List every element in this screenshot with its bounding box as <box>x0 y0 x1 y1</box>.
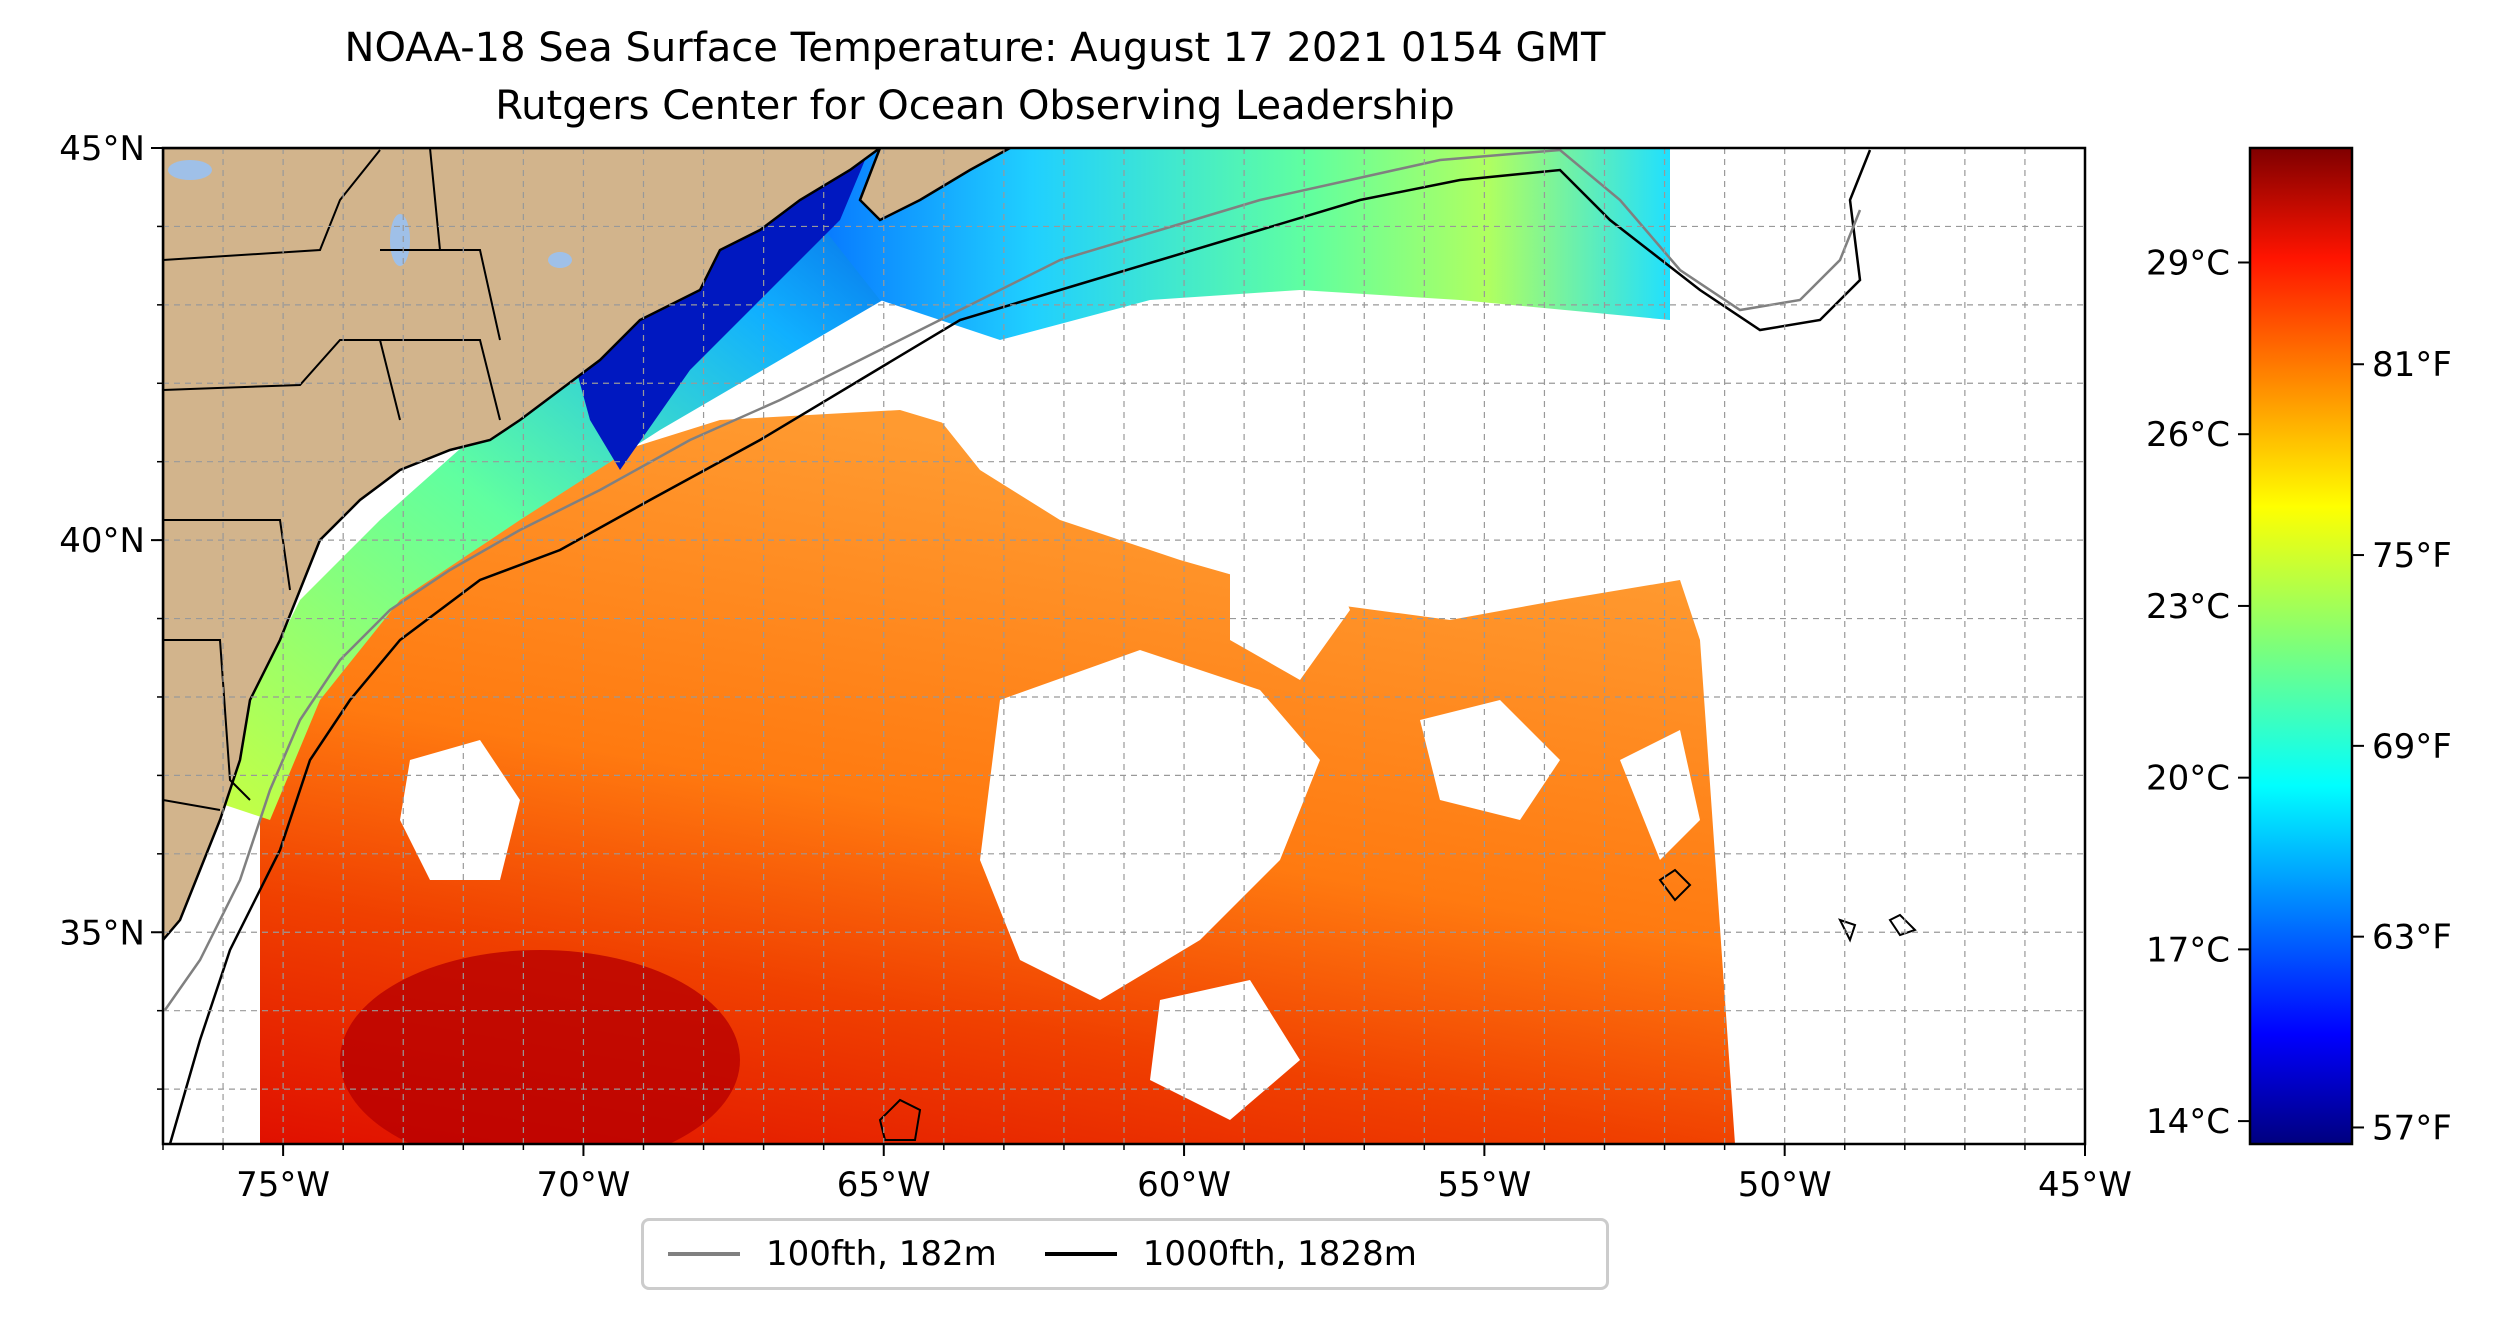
cloud-mask <box>980 650 1320 1000</box>
sst-hot-core <box>340 950 740 1144</box>
cloud-mask <box>1180 360 1460 480</box>
state-borders <box>163 148 501 811</box>
colorbar <box>2248 146 2354 1146</box>
chart-subtitle: Rutgers Center for Ocean Observing Leade… <box>495 83 1455 129</box>
legend-label-100fth: 100fth, 182m <box>766 1234 997 1274</box>
colorbar-fahrenheit-label: 81°F <box>2372 345 2452 385</box>
sst-gulf-of-maine-cold <box>560 148 870 470</box>
nova-scotia-land <box>858 148 1011 222</box>
chart-title: NOAA-18 Sea Surface Temperature: August … <box>344 25 1606 71</box>
lon-tick-label: 65°W <box>837 1165 931 1205</box>
legend-line-100fth <box>668 1252 740 1256</box>
colorbar-celsius-label: 23°C <box>2146 587 2230 627</box>
lon-tick-label: 55°W <box>1437 1165 1531 1205</box>
sst-shelf-water <box>210 148 1060 820</box>
legend-item-100fth: 100fth, 182m <box>668 1234 997 1274</box>
isobath-100fth <box>163 148 1862 1011</box>
lat-tick-label: 45°N <box>59 129 145 169</box>
lon-tick-label: 60°W <box>1137 1165 1231 1205</box>
colorbar-celsius-label: 17°C <box>2146 930 2230 970</box>
legend-label-1000fth: 1000fth, 1828m <box>1142 1234 1417 1274</box>
legend-item-1000fth: 1000fth, 1828m <box>1044 1234 1417 1274</box>
colorbar-fahrenheit-label: 63°F <box>2372 918 2452 958</box>
cloud-mask <box>1620 730 1700 860</box>
longitude-axis: 75°W 70°W 65°W 60°W 55°W 50°W 45°W <box>162 1144 2132 1205</box>
north-america-land <box>163 148 883 942</box>
colorbar-fahrenheit-axis: 57°F 63°F 69°F 75°F 81°F <box>2352 345 2452 1148</box>
lat-tick-label: 40°N <box>59 521 145 561</box>
colorbar-celsius-label: 26°C <box>2146 415 2230 455</box>
colorbar-fahrenheit-label: 57°F <box>2372 1108 2452 1148</box>
gridlines <box>163 148 2085 1144</box>
colorbar-fahrenheit-label: 69°F <box>2372 727 2452 767</box>
lake <box>390 214 410 266</box>
latitude-axis: 45°N 40°N 35°N <box>59 129 163 1090</box>
cloud-mask <box>1420 700 1560 820</box>
legend: 100fth, 182m 1000fth, 1828m <box>641 1218 1609 1290</box>
colorbar-celsius-label: 20°C <box>2146 759 2230 799</box>
lon-tick-label: 70°W <box>536 1165 630 1205</box>
legend-line-1000fth <box>1044 1252 1117 1256</box>
colorbar-fahrenheit-label: 75°F <box>2372 536 2452 576</box>
lon-tick-label: 50°W <box>1738 1165 1832 1205</box>
lon-tick-label: 45°W <box>2038 1165 2132 1205</box>
cloud-mask <box>1230 540 1350 680</box>
lake <box>168 160 212 180</box>
colorbar-celsius-label: 14°C <box>2146 1102 2230 1142</box>
colorbar-celsius-label: 29°C <box>2146 243 2230 283</box>
colorbar-celsius-axis: 14°C 17°C 20°C 23°C 26°C 29°C <box>2146 243 2250 1142</box>
lat-tick-label: 35°N <box>59 913 145 953</box>
lon-tick-label: 75°W <box>236 1165 330 1205</box>
lake <box>548 252 572 268</box>
cloud-mask <box>1150 980 1300 1120</box>
